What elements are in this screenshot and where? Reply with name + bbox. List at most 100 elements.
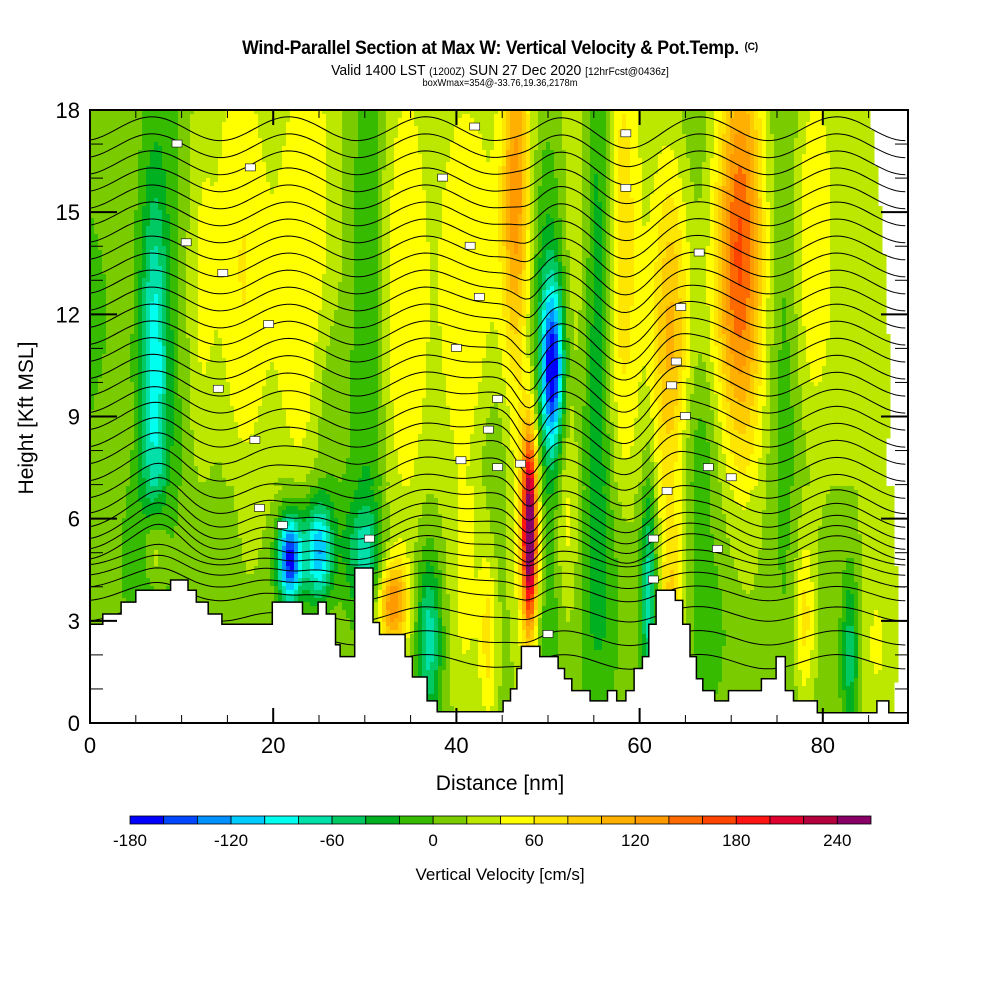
field-cell (390, 266, 431, 271)
field-cell (726, 282, 731, 287)
field-cell (530, 322, 535, 327)
field-cell (166, 378, 175, 383)
field-cell (826, 346, 891, 351)
field-cell (714, 270, 719, 275)
field-cell (610, 166, 615, 171)
field-cell (446, 162, 503, 167)
field-cell (166, 170, 179, 175)
field-cell (330, 326, 355, 331)
field-cell (218, 334, 319, 339)
field-cell (722, 134, 731, 139)
field-cell (174, 402, 183, 407)
field-cell (758, 278, 763, 283)
field-cell (522, 226, 527, 231)
field-cell (446, 402, 479, 407)
field-cell (438, 298, 503, 303)
field-cell (710, 238, 715, 243)
field-cell (554, 322, 559, 327)
field-cell (518, 138, 523, 143)
field-cell (170, 314, 179, 319)
field-cell (794, 190, 803, 195)
field-cell (550, 286, 555, 291)
field-cell (354, 266, 379, 271)
field-cell (354, 182, 379, 187)
field-cell (602, 378, 607, 383)
field-cell (590, 394, 603, 399)
field-cell (566, 242, 583, 247)
field-cell (534, 230, 539, 235)
field-cell (610, 194, 615, 199)
field-cell (662, 262, 679, 267)
field-cell (378, 230, 383, 235)
field-cell (522, 250, 527, 255)
field-cell (390, 246, 431, 251)
field-cell (510, 306, 523, 311)
field-cell (358, 114, 379, 119)
field-cell (594, 318, 603, 323)
field-cell (798, 122, 807, 127)
field-cell (494, 322, 507, 327)
field-cell (778, 390, 791, 395)
field-cell (638, 382, 647, 387)
field-cell (766, 154, 775, 159)
field-cell (618, 210, 635, 215)
field-cell (510, 326, 519, 331)
field-cell (382, 294, 391, 299)
field-cell (566, 214, 583, 219)
field-cell (150, 270, 163, 275)
field-cell (614, 250, 619, 255)
field-cell (610, 286, 615, 291)
field-cell (554, 166, 567, 171)
field-cell (498, 178, 503, 183)
field-cell (678, 382, 683, 387)
field-cell (138, 314, 143, 319)
field-cell (754, 262, 759, 267)
field-cell (714, 194, 719, 199)
field-cell (330, 342, 355, 347)
field-cell (718, 218, 723, 223)
field-cell (770, 258, 775, 263)
field-cell (382, 382, 391, 387)
field-cell (726, 210, 731, 215)
field-cell (146, 290, 163, 295)
field-cell (614, 298, 619, 303)
field-cell (714, 258, 719, 263)
field-cell (418, 142, 451, 147)
field-cell (106, 298, 135, 303)
field-cell (638, 142, 687, 147)
field-cell (642, 374, 647, 379)
field-cell (390, 382, 427, 387)
field-cell (722, 390, 727, 395)
field-cell (538, 306, 543, 311)
field-cell (638, 398, 651, 403)
field-cell (354, 218, 379, 223)
field-cell (762, 162, 767, 167)
field-cell (578, 334, 587, 339)
field-cell (654, 190, 683, 195)
field-cell (790, 394, 803, 399)
field-cell (718, 406, 723, 411)
field-cell (774, 290, 795, 295)
field-cell (166, 298, 171, 303)
field-cell (594, 286, 603, 291)
field-cell (450, 414, 475, 419)
field-cell (522, 206, 527, 211)
field-cell (382, 202, 391, 207)
field-cell (666, 350, 675, 355)
field-cell (278, 170, 327, 175)
field-cell (530, 222, 535, 227)
field-cell (830, 298, 887, 303)
field-cell (666, 306, 675, 311)
field-cell (658, 342, 667, 347)
field-cell (722, 246, 727, 251)
field-cell (246, 294, 323, 299)
field-cell (378, 350, 383, 355)
field-cell (506, 398, 523, 403)
field-cell (350, 406, 379, 411)
field-cell (714, 266, 719, 271)
field-cell (758, 218, 763, 223)
field-cell (566, 334, 575, 339)
field-cell (446, 186, 499, 191)
field-cell (530, 214, 535, 219)
field-cell (730, 178, 735, 183)
